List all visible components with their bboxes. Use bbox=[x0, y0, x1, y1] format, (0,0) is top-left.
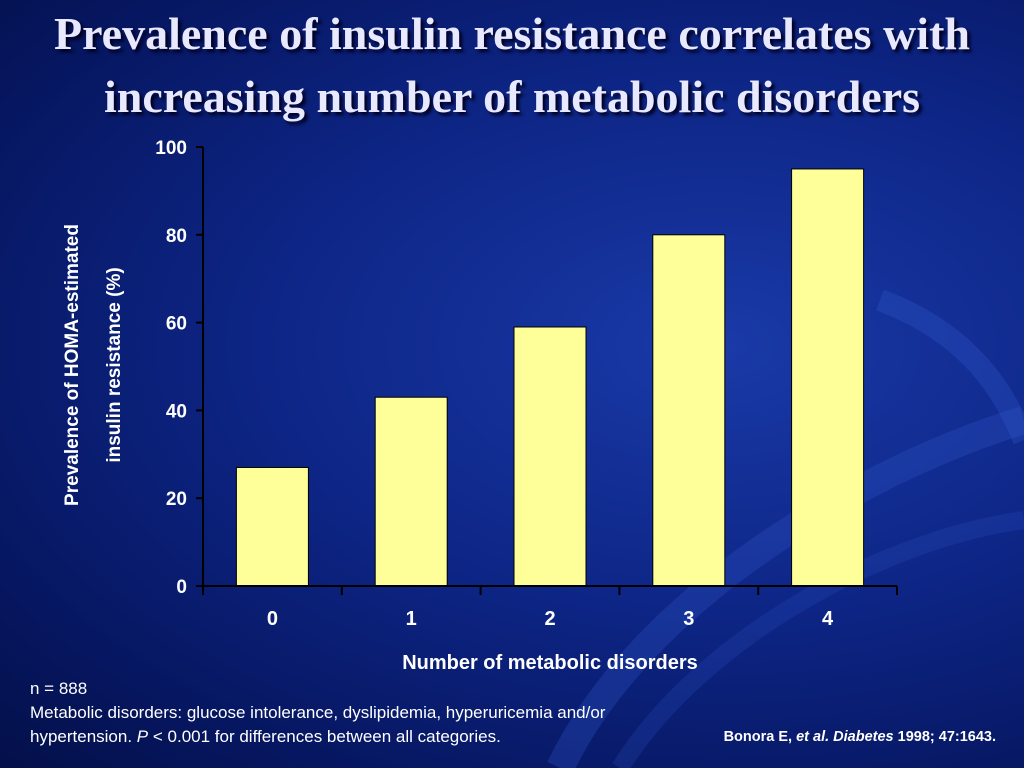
y-tick-label-60: 60 bbox=[166, 314, 187, 335]
bar-3 bbox=[652, 234, 726, 587]
y-tick-label-40: 40 bbox=[166, 401, 187, 422]
footnote: n = 888 Metabolic disorders: glucose int… bbox=[30, 677, 605, 749]
citation: Bonora E, et al. Diabetes 1998; 47:1643. bbox=[724, 729, 996, 745]
bar-0 bbox=[235, 466, 309, 587]
x-tick-label-0: 0 bbox=[267, 608, 278, 630]
bar-1 bbox=[374, 396, 448, 587]
footnote-significance-prefix: hypertension. bbox=[30, 727, 137, 746]
y-tick-label-20: 20 bbox=[166, 489, 187, 510]
footnote-sample-size: n = 888 bbox=[30, 679, 88, 698]
y-tick-label-100: 100 bbox=[155, 138, 187, 159]
y-tick-label-80: 80 bbox=[166, 226, 187, 247]
y-axis-title-line-2: insulin resistance (%) bbox=[104, 267, 125, 462]
x-tick-label-1: 1 bbox=[406, 608, 417, 630]
axes-layer: 0 20 40 60 80 100 0 1 2 3 4 bbox=[155, 138, 898, 630]
bar-4 bbox=[791, 168, 865, 587]
footnote-definition: Metabolic disorders: glucose intolerance… bbox=[30, 703, 606, 722]
x-axis-title: Number of metabolic disorders bbox=[402, 652, 698, 674]
footnote-significance-suffix: < 0.001 for differences between all cate… bbox=[148, 727, 501, 746]
bars-layer bbox=[235, 168, 865, 587]
x-tick-label-3: 3 bbox=[683, 608, 694, 630]
y-axis-title-line-1: Prevalence of HOMA-estimated bbox=[62, 224, 83, 506]
citation-author: Bonora E, bbox=[723, 729, 797, 745]
y-tick-label-0: 0 bbox=[176, 577, 187, 598]
citation-journal: et al. Diabetes bbox=[796, 729, 894, 745]
slide-title: Prevalence of insulin resistance correla… bbox=[53, 8, 970, 122]
footnote-significance: hypertension. P < 0.001 for differences … bbox=[30, 725, 605, 749]
x-tick-label-4: 4 bbox=[822, 608, 834, 630]
citation-details: 1998; 47:1643. bbox=[893, 729, 996, 745]
bar-2 bbox=[513, 326, 587, 587]
y-axis-title: Prevalence of HOMA-estimated insulin res… bbox=[62, 224, 125, 506]
p-value-symbol: P bbox=[136, 727, 149, 746]
x-tick-label-2: 2 bbox=[544, 608, 555, 630]
